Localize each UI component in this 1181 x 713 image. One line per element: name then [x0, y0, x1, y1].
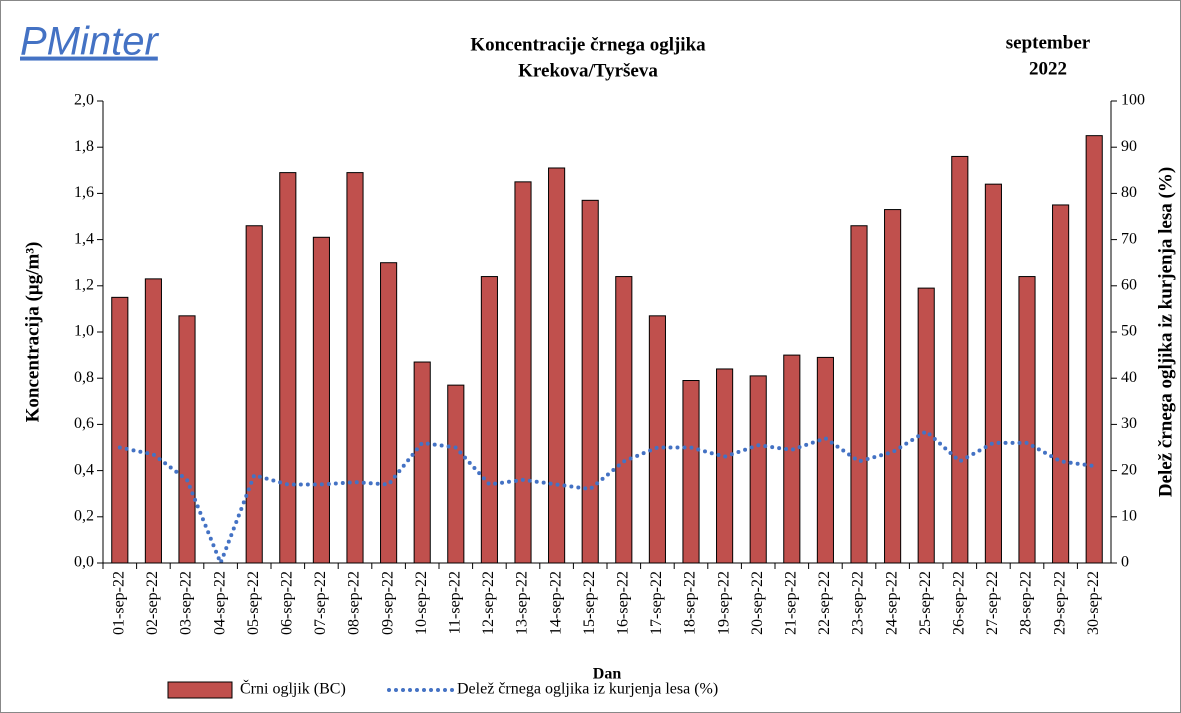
- x-tick-label: 09-sep-22: [379, 571, 396, 635]
- bar: [144, 278, 162, 564]
- chart-title: Koncentracije črnega ogljika: [470, 34, 706, 55]
- x-tick-label: 08-sep-22: [346, 571, 363, 635]
- y2-tick-label: 100: [1121, 92, 1145, 109]
- x-tick-label: 06-sep-22: [278, 571, 295, 635]
- x-tick-label: 16-sep-22: [614, 571, 631, 635]
- y2-tick-label: 30: [1121, 415, 1137, 432]
- y2-tick-label: 80: [1121, 184, 1137, 201]
- bar: [514, 181, 532, 564]
- x-tick-label: 25-sep-22: [917, 571, 934, 635]
- bar: [783, 354, 801, 564]
- bar: [615, 276, 633, 564]
- y2-tick-label: 0: [1121, 554, 1129, 571]
- bar: [648, 315, 666, 564]
- bar: [279, 172, 297, 564]
- chart-subtitle: Krekova/Tyrševa: [518, 60, 658, 81]
- period-month: september: [1006, 32, 1091, 53]
- x-tick-label: 19-sep-22: [715, 571, 732, 635]
- x-tick-label: 26-sep-22: [950, 571, 967, 635]
- bar: [749, 375, 767, 564]
- x-tick-label: 07-sep-22: [312, 571, 329, 635]
- y-tick-label: 1,0: [74, 323, 94, 340]
- x-tick-label: 29-sep-22: [1051, 571, 1068, 635]
- bar: [380, 262, 398, 564]
- bar: [816, 356, 834, 564]
- x-tick-label: 04-sep-22: [211, 571, 228, 635]
- bar: [682, 380, 700, 564]
- bar: [413, 361, 431, 564]
- y2-tick-label: 20: [1121, 461, 1137, 478]
- y-tick-label: 1,8: [74, 138, 94, 155]
- y2-tick-label: 40: [1121, 369, 1137, 386]
- bar: [245, 225, 263, 564]
- y2-tick-label: 70: [1121, 230, 1137, 247]
- x-tick-label: 14-sep-22: [547, 571, 564, 635]
- x-tick-label: 11-sep-22: [446, 571, 463, 634]
- x-tick-label: 12-sep-22: [480, 571, 497, 635]
- x-axis-title: Dan: [593, 666, 622, 683]
- x-tick-label: 24-sep-22: [883, 571, 900, 635]
- bar: [1018, 276, 1036, 564]
- x-tick-label: 17-sep-22: [648, 571, 665, 635]
- bar: [884, 209, 902, 564]
- y-tick-label: 0,4: [74, 461, 94, 478]
- bar: [850, 225, 868, 564]
- x-tick-label: 03-sep-22: [178, 571, 195, 635]
- period-year: 2022: [1029, 58, 1067, 79]
- bar: [581, 199, 599, 564]
- y2-tick-label: 10: [1121, 507, 1137, 524]
- bar: [917, 287, 935, 564]
- x-tick-label: 23-sep-22: [850, 571, 867, 635]
- bar: [1052, 204, 1070, 564]
- x-tick-label: 18-sep-22: [682, 571, 699, 635]
- y2-tick-label: 50: [1121, 323, 1137, 340]
- x-tick-label: 21-sep-22: [782, 571, 799, 635]
- bar: [716, 368, 734, 564]
- bar: [984, 183, 1002, 564]
- y-tick-label: 0,8: [74, 369, 94, 386]
- x-tick-label: 22-sep-22: [816, 571, 833, 635]
- bar: [480, 276, 498, 564]
- bar: [312, 236, 330, 564]
- bar: [951, 155, 969, 564]
- x-tick-label: 27-sep-22: [984, 571, 1001, 635]
- logo: PMinter: [20, 20, 159, 64]
- line-series: [117, 428, 1097, 569]
- y-tick-label: 1,6: [74, 184, 94, 201]
- x-tick-label: 13-sep-22: [514, 571, 531, 635]
- y-axis-title: Koncentracija (µg/m³): [22, 242, 43, 423]
- y-tick-label: 2,0: [74, 92, 94, 109]
- bar: [447, 384, 465, 564]
- y2-tick-label: 90: [1121, 138, 1137, 155]
- y-tick-label: 1,4: [74, 230, 94, 247]
- x-tick-label: 20-sep-22: [749, 571, 766, 635]
- x-tick-label: 28-sep-22: [1018, 571, 1035, 635]
- bar: [111, 296, 129, 564]
- y-tick-label: 1,2: [74, 276, 94, 293]
- y2-tick-label: 60: [1121, 276, 1137, 293]
- x-tick-label: 01-sep-22: [110, 571, 127, 635]
- bar: [548, 167, 566, 564]
- legend-label: Črni ogljik (BC): [240, 679, 346, 698]
- bar: [1085, 135, 1103, 564]
- y2-axis-title: Delež črnega ogljika iz kurjenja lesa (%…: [1155, 167, 1176, 497]
- legend-swatch: [167, 681, 233, 699]
- legend-label: Delež črnega ogljika iz kurjenja lesa (%…: [457, 681, 718, 698]
- bar: [178, 315, 196, 564]
- bar: [346, 172, 364, 564]
- y-tick-label: 0,2: [74, 507, 94, 524]
- x-tick-label: 30-sep-22: [1085, 571, 1102, 635]
- x-tick-label: 02-sep-22: [144, 571, 161, 635]
- x-tick-label: 15-sep-22: [581, 571, 598, 635]
- x-tick-label: 10-sep-22: [413, 571, 430, 635]
- y-tick-label: 0,0: [74, 554, 94, 571]
- y-tick-label: 0,6: [74, 415, 94, 432]
- x-tick-label: 05-sep-22: [245, 571, 262, 635]
